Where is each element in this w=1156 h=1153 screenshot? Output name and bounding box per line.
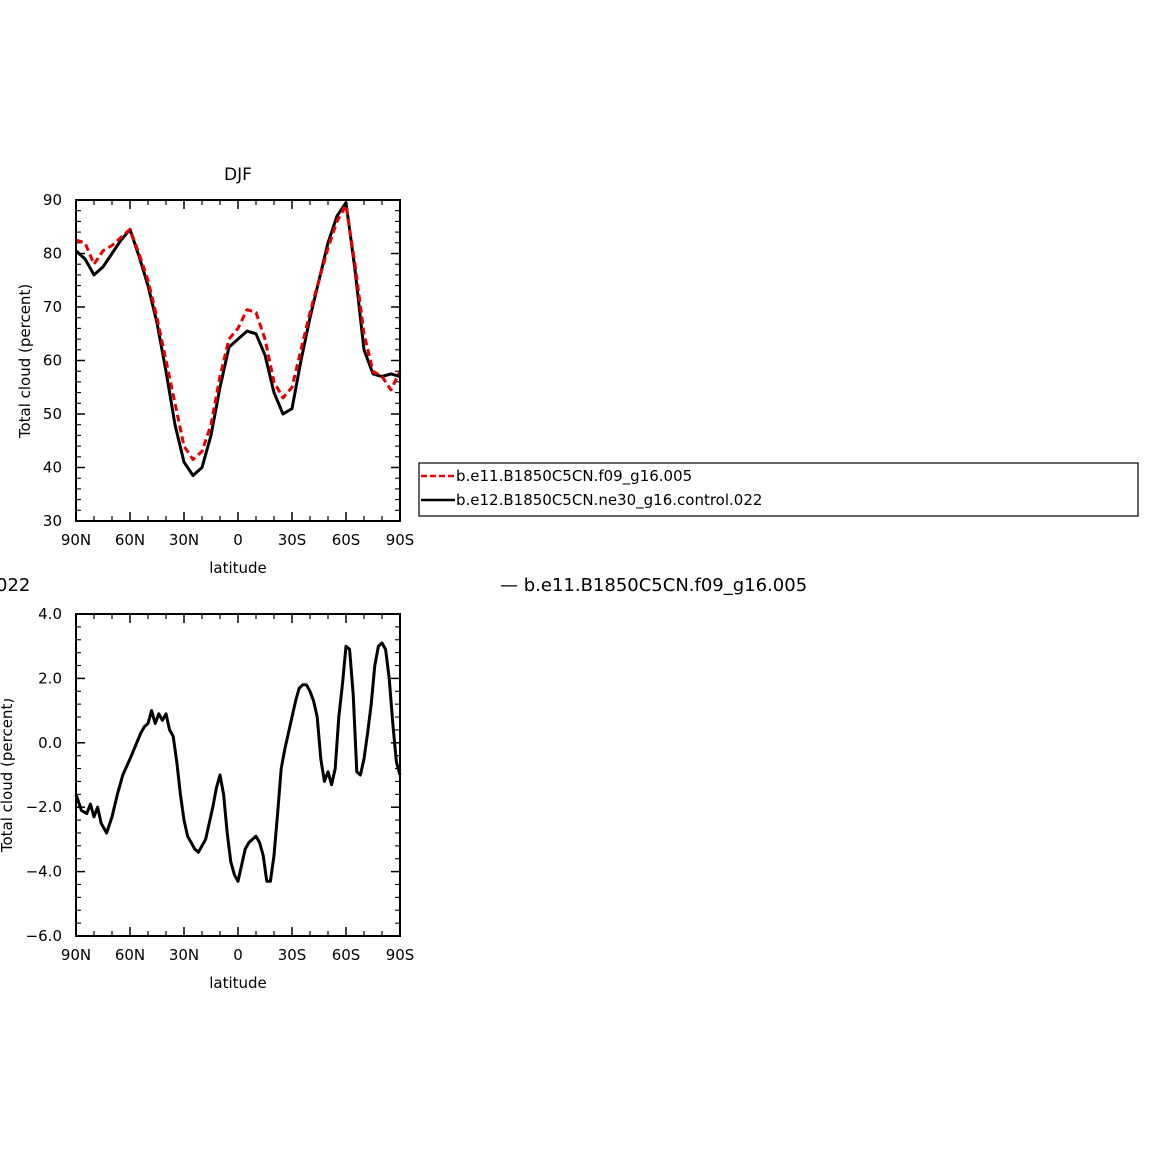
- label-mask-bottom: [0, 600, 8, 610]
- plot-frame: [75, 199, 401, 522]
- legend-box: [418, 462, 1139, 517]
- x-tick-label: 90N: [61, 946, 91, 964]
- x-tick-label: 60N: [115, 946, 145, 964]
- y-tick-label: 70: [43, 298, 62, 316]
- y-tick-label: −2.0: [26, 798, 62, 816]
- x-tick-label: 30N: [169, 531, 199, 549]
- y-tick-label: 80: [43, 245, 62, 263]
- y-tick-label: −4.0: [26, 863, 62, 881]
- x-tick-label: 60S: [332, 946, 361, 964]
- x-tick-label: 30S: [278, 946, 307, 964]
- y-tick-label: 30: [43, 512, 62, 530]
- x-tick-label: 0: [233, 946, 243, 964]
- y-tick-label: 60: [43, 352, 62, 370]
- y-tick-label: 50: [43, 405, 62, 423]
- series-line: [74, 641, 402, 883]
- legend-label-series-2: b.e12.B1850C5CN.ne30_g16.control.022: [456, 491, 762, 510]
- clipped-legend-text: — b.e11.B1850C5CN.f09_g16.005: [500, 575, 807, 596]
- x-axis-label: latitude: [209, 559, 267, 577]
- y-tick-label: 4.0: [38, 605, 62, 623]
- legend: b.e11.B1850C5CN.f09_g16.005 b.e12.B1850C…: [418, 462, 1139, 517]
- label-mask-top: [0, 682, 4, 702]
- bottom-chart: Total cloud (percent) latitude 90N 60N 30N…: [0, 605, 414, 992]
- x-axis-label-bottom: latitude: [209, 974, 267, 992]
- y-tick-label: 90: [43, 191, 62, 209]
- y-tick-label: −6.0: [26, 927, 62, 945]
- y-axis-label: Total cloud (percent): [16, 284, 34, 439]
- x-tick-label: 60N: [115, 531, 145, 549]
- y-tick-label: 2.0: [38, 669, 62, 687]
- x-tick-label: 0: [233, 531, 243, 549]
- x-tick-label: 90S: [386, 531, 415, 549]
- y-tick-label: 0.0: [38, 734, 62, 752]
- x-tick-label: 90N: [61, 531, 91, 549]
- y-tick-label: 40: [43, 459, 62, 477]
- series-line: [75, 203, 402, 461]
- x-tick-label: 90S: [386, 946, 415, 964]
- chart-title: DJF: [224, 165, 252, 185]
- clipped-left-text: 022: [0, 575, 30, 596]
- x-tick-label: 30N: [169, 946, 199, 964]
- legend-label-series-1: b.e11.B1850C5CN.f09_g16.005: [456, 467, 692, 486]
- plot-frame-bottom: [75, 613, 401, 937]
- top-chart: DJF Total cloud (percent) latitude 90N 60…: [16, 165, 414, 577]
- x-tick-label: 30S: [278, 531, 307, 549]
- y-axis-label-bottom: Total cloud (percent): [0, 698, 16, 853]
- x-tick-label: 60S: [332, 531, 361, 549]
